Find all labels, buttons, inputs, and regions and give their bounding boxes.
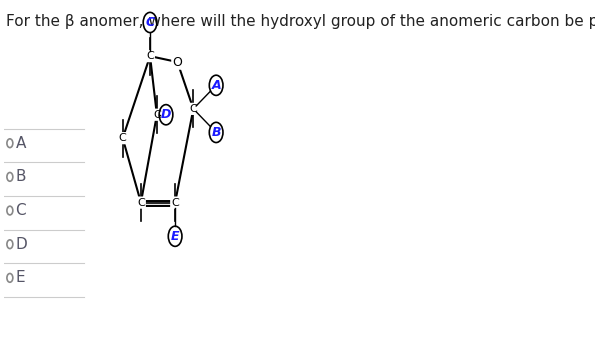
Text: C: C <box>171 198 179 208</box>
Text: C: C <box>137 198 145 208</box>
Text: C: C <box>189 104 197 114</box>
Text: O: O <box>173 56 182 69</box>
Text: A: A <box>211 79 221 92</box>
Text: C: C <box>119 133 127 143</box>
Text: D: D <box>161 108 171 121</box>
Text: C: C <box>146 51 154 61</box>
Text: D: D <box>15 237 27 252</box>
Text: A: A <box>15 136 26 151</box>
Text: For the β anomer, where will the hydroxyl group of the anomeric carbon be placed: For the β anomer, where will the hydroxy… <box>7 14 595 29</box>
Text: C: C <box>146 16 155 29</box>
Text: B: B <box>15 169 26 184</box>
Text: C: C <box>15 203 26 218</box>
Text: C: C <box>153 110 161 120</box>
Text: B: B <box>211 126 221 139</box>
Text: E: E <box>15 270 25 285</box>
Text: E: E <box>171 230 179 243</box>
